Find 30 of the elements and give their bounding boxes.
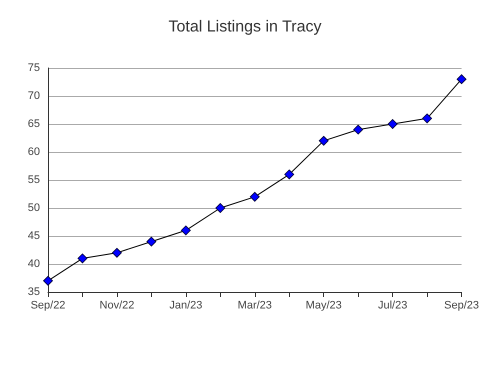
x-tick-label: Mar/23	[238, 300, 272, 312]
x-tick-label: Jan/23	[169, 300, 202, 312]
y-tick-label: 65	[28, 118, 40, 130]
y-tick-label: 40	[28, 258, 40, 270]
point	[353, 124, 364, 134]
y-tick-label: 35	[28, 286, 40, 298]
y-tick-label: 45	[28, 230, 40, 242]
y-tick-label: 50	[28, 202, 40, 214]
point	[43, 276, 53, 286]
y-tick-label: 75	[28, 62, 40, 74]
point	[112, 248, 122, 258]
point	[284, 170, 294, 180]
x-tick-label: Sep/22	[30, 300, 66, 312]
point	[422, 114, 432, 124]
chart-title: Total Listings in Tracy	[168, 18, 322, 36]
point	[388, 119, 398, 129]
point	[146, 236, 156, 246]
point	[318, 136, 329, 146]
point	[180, 226, 191, 236]
x-tick-label: Sep/23	[444, 300, 480, 312]
x-tick-label: Nov/22	[100, 300, 134, 312]
point	[78, 254, 88, 264]
point	[456, 74, 466, 84]
point	[250, 192, 260, 202]
x-tick-label: May/23	[306, 300, 342, 312]
x-tick-label: Jul/23	[378, 300, 408, 312]
y-tick-label: 70	[28, 90, 40, 102]
y-tick-label: 60	[28, 146, 40, 158]
y-tick-label: 55	[28, 174, 40, 186]
point	[215, 203, 226, 213]
